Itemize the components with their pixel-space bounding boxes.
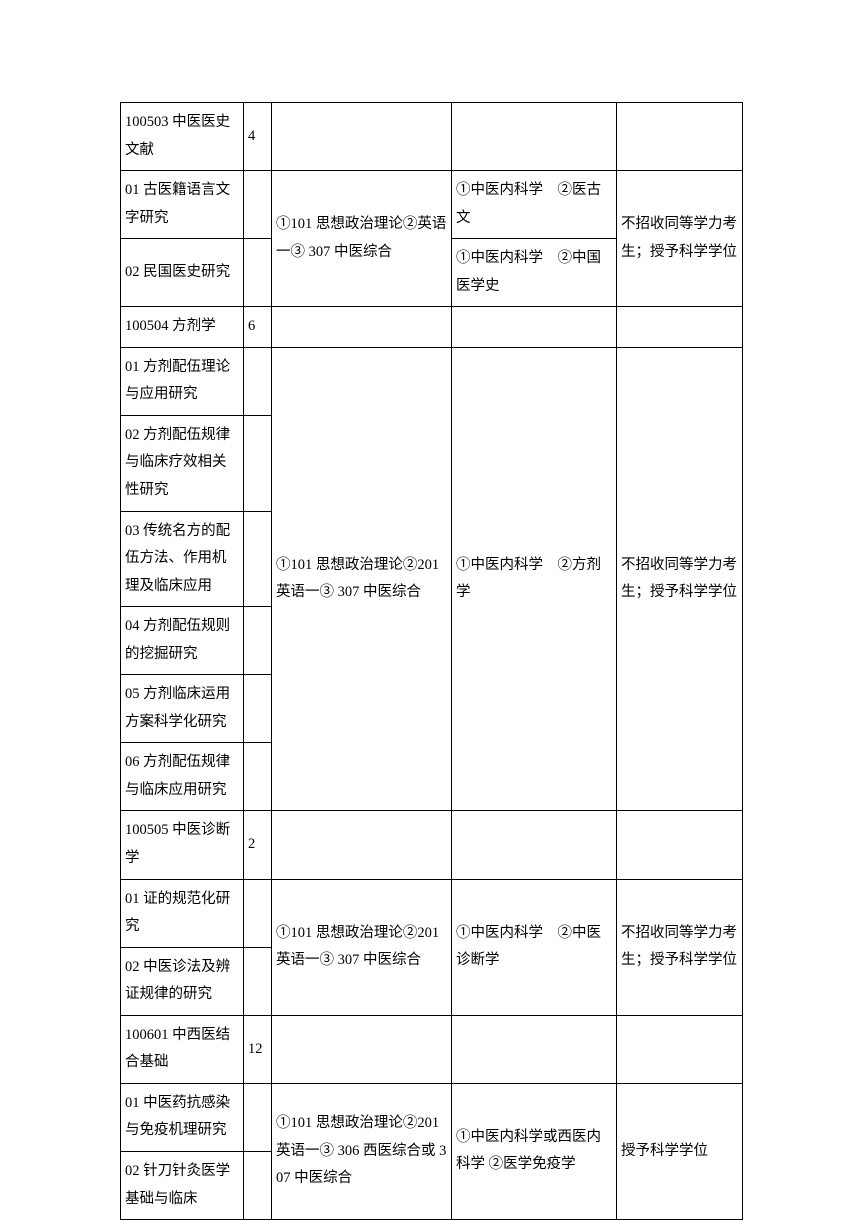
- col-count: 2: [244, 811, 272, 879]
- table-row: 100601 中西医结合基础12: [121, 1015, 743, 1083]
- col-count: 12: [244, 1015, 272, 1083]
- col-count: [244, 879, 272, 947]
- col-subject: 02 中医诊法及辨证规律的研究: [121, 947, 244, 1015]
- col-course: ①中医内科学 ②中医诊断学: [452, 879, 617, 1015]
- col-count: [244, 511, 272, 607]
- col-count: [244, 1083, 272, 1151]
- table-row: 100505 中医诊断学2: [121, 811, 743, 879]
- col-count: [244, 171, 272, 239]
- col-subject: 100504 方剂学: [121, 307, 244, 348]
- col-exam: [272, 307, 452, 348]
- col-subject: 01 方剂配伍理论与应用研究: [121, 347, 244, 415]
- col-course: ①中医内科学 ②方剂学: [452, 347, 617, 811]
- col-note: [617, 307, 743, 348]
- col-exam: ①101 思想政治理论②201 英语一③ 307 中医综合: [272, 347, 452, 811]
- table-row: 100503 中医医史文献4: [121, 103, 743, 171]
- col-course: [452, 1015, 617, 1083]
- col-subject: 02 方剂配伍规律与临床疗效相关性研究: [121, 415, 244, 511]
- col-exam: ①101 思想政治理论②201 英语一③ 306 西医综合或 307 中医综合: [272, 1083, 452, 1219]
- table-row: 100504 方剂学6: [121, 307, 743, 348]
- col-subject: 01 中医药抗感染与免疫机理研究: [121, 1083, 244, 1151]
- table-row: 01 中医药抗感染与免疫机理研究①101 思想政治理论②201 英语一③ 306…: [121, 1083, 743, 1151]
- col-note: 不招收同等学力考生；授予科学学位: [617, 347, 743, 811]
- col-course: ①中医内科学 ②中国医学史: [452, 239, 617, 307]
- col-subject: 100503 中医医史文献: [121, 103, 244, 171]
- col-exam: ①101 思想政治理论②201 英语一③ 307 中医综合: [272, 879, 452, 1015]
- col-course: [452, 811, 617, 879]
- col-count: [244, 415, 272, 511]
- col-exam: [272, 811, 452, 879]
- col-course: ①中医内科学 ②医古文: [452, 171, 617, 239]
- col-exam: [272, 1015, 452, 1083]
- col-count: [244, 743, 272, 811]
- table-row: 01 方剂配伍理论与应用研究①101 思想政治理论②201 英语一③ 307 中…: [121, 347, 743, 415]
- col-course: ①中医内科学或西医内科学 ②医学免疫学: [452, 1083, 617, 1219]
- col-note: 不招收同等学力考生；授予科学学位: [617, 171, 743, 307]
- col-subject: 06 方剂配伍规律与临床应用研究: [121, 743, 244, 811]
- course-table: 100503 中医医史文献401 古医籍语言文字研究①101 思想政治理论②英语…: [120, 102, 743, 1220]
- col-subject: 05 方剂临床运用方案科学化研究: [121, 675, 244, 743]
- col-note: [617, 103, 743, 171]
- col-count: 4: [244, 103, 272, 171]
- col-subject: 04 方剂配伍规则的挖掘研究: [121, 607, 244, 675]
- col-subject: 100505 中医诊断学: [121, 811, 244, 879]
- col-subject: 01 古医籍语言文字研究: [121, 171, 244, 239]
- col-note: [617, 811, 743, 879]
- col-note: [617, 1015, 743, 1083]
- col-course: [452, 307, 617, 348]
- col-subject: 02 针刀针灸医学基础与临床: [121, 1151, 244, 1219]
- col-subject: 03 传统名方的配伍方法、作用机理及临床应用: [121, 511, 244, 607]
- col-exam: [272, 103, 452, 171]
- col-exam: ①101 思想政治理论②英语一③ 307 中医综合: [272, 171, 452, 307]
- table-row: 01 古医籍语言文字研究①101 思想政治理论②英语一③ 307 中医综合①中医…: [121, 171, 743, 239]
- col-count: [244, 347, 272, 415]
- col-count: [244, 947, 272, 1015]
- col-count: [244, 607, 272, 675]
- col-count: 6: [244, 307, 272, 348]
- col-subject: 100601 中西医结合基础: [121, 1015, 244, 1083]
- col-subject: 01 证的规范化研究: [121, 879, 244, 947]
- col-count: [244, 239, 272, 307]
- col-subject: 02 民国医史研究: [121, 239, 244, 307]
- table-row: 01 证的规范化研究①101 思想政治理论②201 英语一③ 307 中医综合①…: [121, 879, 743, 947]
- col-note: 不招收同等学力考生；授予科学学位: [617, 879, 743, 1015]
- col-note: 授予科学学位: [617, 1083, 743, 1219]
- col-count: [244, 675, 272, 743]
- col-count: [244, 1151, 272, 1219]
- col-course: [452, 103, 617, 171]
